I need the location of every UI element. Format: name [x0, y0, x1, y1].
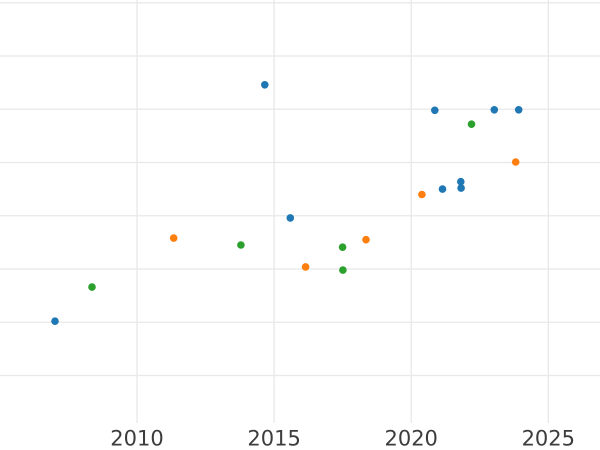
- series-green-point: [339, 266, 347, 274]
- series-blue-point: [490, 106, 499, 114]
- series-blue-point: [286, 214, 295, 222]
- series-blue-point: [51, 317, 59, 326]
- series-blue-point: [457, 184, 465, 192]
- series-blue-point: [457, 177, 465, 186]
- x-tick-label: 2015: [247, 427, 300, 450]
- x-tick-label: 2010: [110, 427, 163, 450]
- grid-lines: [0, 0, 600, 423]
- series-orange-point: [169, 234, 178, 242]
- series-orange-point: [362, 235, 370, 244]
- series-green-point: [467, 120, 476, 128]
- x-tick-label: 2025: [522, 427, 575, 450]
- x-axis-tick-labels: 2010 2015 2020 2025: [110, 427, 575, 450]
- series-blue-point: [261, 81, 269, 89]
- x-tick-label: 2020: [384, 427, 437, 450]
- series-blue-point: [438, 185, 447, 193]
- series-green-point: [338, 243, 347, 251]
- series-green-point: [237, 241, 245, 249]
- data-points: [51, 81, 523, 326]
- series-orange-point: [511, 158, 520, 166]
- series-blue-point: [431, 106, 439, 115]
- series-blue-point: [514, 106, 523, 114]
- series-orange-point: [418, 190, 426, 199]
- series-orange-point: [301, 263, 310, 271]
- series-green-point: [88, 283, 96, 291]
